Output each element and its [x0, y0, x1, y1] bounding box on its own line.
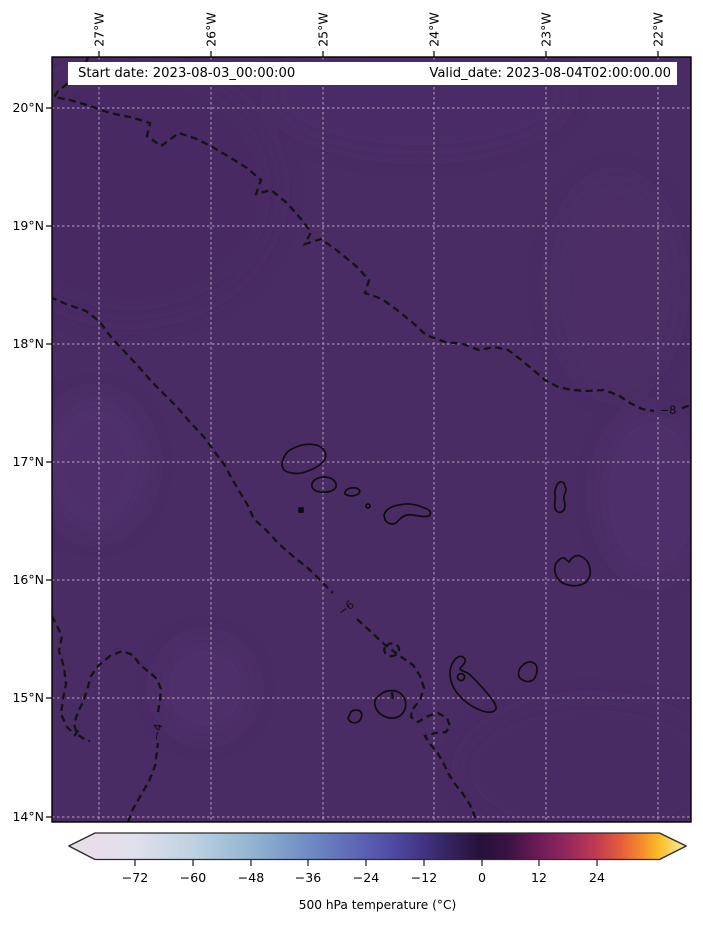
- colorbar-tick-n24: −24: [353, 870, 379, 885]
- contour-minus6: [52, 296, 478, 822]
- left-tick-label-19n: 19°N: [12, 218, 44, 233]
- left-tick-marks: [46, 107, 52, 818]
- top-tick-marks: [98, 51, 659, 57]
- top-tick-label-25w: 25°W: [315, 12, 331, 47]
- top-tick-label-27w: 27°W: [91, 12, 107, 47]
- top-tick-label-24w: 24°W: [426, 12, 442, 47]
- contour-blob-1: [383, 642, 401, 658]
- contour-minus4-west: [52, 614, 80, 737]
- colorbar-title: 500 hPa temperature (°C): [298, 898, 457, 912]
- colorbar-tick-0: 0: [478, 870, 486, 885]
- start-date-label: Start date: 2023-08-03_00:00:00: [78, 66, 296, 81]
- colorbar-tick-marks: [134, 860, 598, 866]
- map-border: [51, 56, 692, 823]
- date-banner: Start date: 2023-08-03_00:00:00 Valid_da…: [68, 62, 677, 85]
- colorbar-tick-n12: −12: [411, 870, 437, 885]
- left-tick-label-17n: 17°N: [12, 454, 44, 469]
- colorbar-tick-n36: −36: [295, 870, 321, 885]
- left-tick-label-15n: 15°N: [12, 690, 44, 705]
- colorbar-tick-n48: −48: [238, 870, 264, 885]
- left-tick-label-20n: 20°N: [12, 100, 44, 115]
- contour-minus4-loop: [72, 649, 163, 822]
- coastlines: [281, 443, 592, 724]
- contour-label-minus4: −4: [149, 722, 166, 741]
- colorbar: −72 −60 −48 −36 −24 −12 0 12 24: [68, 832, 687, 885]
- valid-date-label: Valid_date: 2023-08-04T02:00:00.00: [429, 66, 671, 81]
- colorbar-tick-12: 12: [531, 870, 547, 885]
- colorbar-tick-n60: −60: [180, 870, 206, 885]
- left-tick-label-18n: 18°N: [12, 336, 44, 351]
- top-tick-label-23w: 23°W: [538, 12, 554, 47]
- colorbar-tick-labels: −72 −60 −48 −36 −24 −12 0 12 24: [122, 870, 605, 885]
- contour-label-minus8: −8: [660, 403, 677, 417]
- contour-minus8: [52, 57, 691, 413]
- top-tick-label-26w: 26°W: [203, 12, 219, 47]
- contour-blob-2: [390, 691, 395, 701]
- temperature-contours: [52, 57, 691, 822]
- colorbar-tick-n72: −72: [122, 870, 148, 885]
- graticule: [52, 57, 691, 822]
- top-tick-label-22w: 22°W: [650, 12, 666, 47]
- left-tick-label-14n: 14°N: [12, 809, 44, 824]
- colorbar-tick-24: 24: [589, 870, 605, 885]
- left-tick-label-16n: 16°N: [12, 572, 44, 587]
- contour-label-group: −8 −6 −4: [149, 402, 680, 742]
- colorbar-gradient-bar: [68, 832, 687, 861]
